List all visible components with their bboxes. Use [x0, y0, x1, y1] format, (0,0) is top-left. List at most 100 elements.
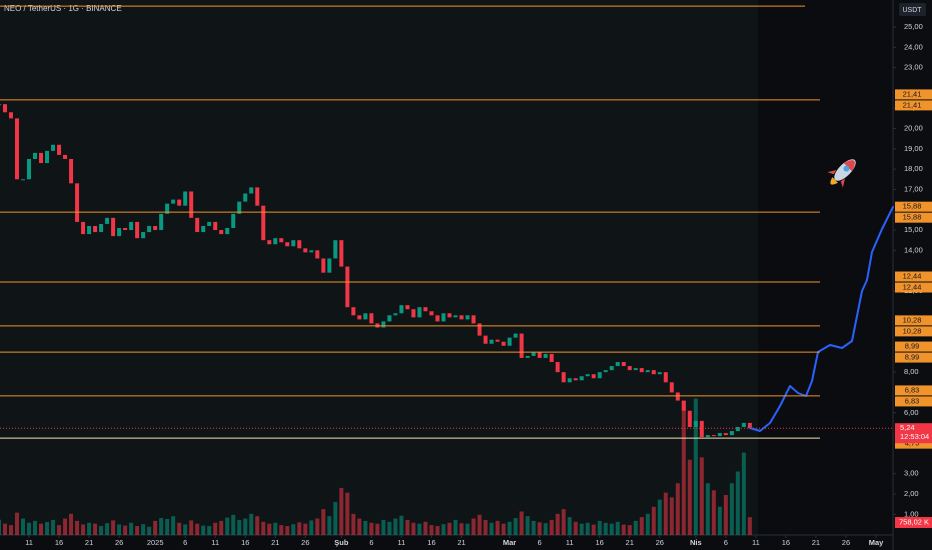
candle [741, 422, 746, 427]
candle [675, 392, 680, 401]
volume-bar [93, 523, 98, 535]
volume-bar [351, 513, 356, 535]
candle [135, 221, 140, 239]
level-label-box [895, 438, 932, 449]
volume-last-label: 758,02 K [899, 517, 929, 526]
volume-bar [207, 526, 212, 535]
x-tick-label: May [869, 538, 884, 547]
y-tick-label: 20,00 [904, 124, 923, 133]
volume-bar [153, 520, 158, 535]
candle [531, 351, 536, 356]
volume-bar [291, 524, 296, 535]
candle [609, 366, 614, 371]
level-label: 6,83 [905, 385, 920, 394]
candle [489, 339, 494, 344]
volume-bar [429, 525, 434, 535]
candle [14, 118, 19, 180]
level-label: 6,83 [905, 396, 920, 405]
volume-bar [237, 519, 242, 535]
x-tick-label: Nis [690, 538, 702, 547]
candle [477, 323, 482, 336]
volume-bar [591, 524, 596, 535]
candle [723, 433, 728, 436]
volume-bar [477, 514, 482, 535]
x-tick-label: 6 [369, 538, 373, 547]
volume-bar [69, 513, 74, 535]
y-tick-label: 6,00 [904, 408, 919, 417]
history-area [0, 0, 758, 535]
candle [651, 370, 656, 375]
candle [381, 321, 386, 328]
volume-bar [111, 520, 116, 535]
volume-bar [231, 514, 236, 535]
volume-bar [735, 471, 740, 535]
candle [195, 217, 200, 233]
candle [495, 339, 500, 342]
y-tick-label: 1,00 [904, 509, 919, 518]
currency-button[interactable] [899, 3, 926, 16]
candle [159, 213, 164, 231]
candle [465, 315, 470, 320]
volume-bar [585, 522, 590, 535]
volume-bar [267, 523, 272, 535]
candle [411, 309, 416, 318]
y-tick-label: 24,00 [904, 42, 923, 51]
candle [327, 258, 332, 273]
volume-bar [729, 483, 734, 535]
candle [471, 315, 476, 324]
volume-bar [8, 525, 13, 535]
x-tick-label: 26 [301, 538, 309, 547]
level-label-box [895, 100, 932, 111]
x-tick-label: 16 [782, 538, 790, 547]
candle [183, 191, 188, 206]
volume-bar [2, 523, 7, 535]
volume-bar [177, 522, 182, 535]
volume-bar [663, 492, 668, 535]
candle [99, 223, 104, 233]
volume-bar [279, 525, 284, 535]
candle [399, 305, 404, 314]
candle [549, 353, 554, 363]
level-label: 8,99 [905, 353, 920, 362]
volume-bar [327, 516, 332, 535]
candle [273, 238, 278, 245]
volume-bar [357, 518, 362, 535]
candle [255, 187, 260, 206]
volume-bar [159, 518, 164, 535]
volume-bar [387, 521, 392, 535]
volume-bar [507, 521, 512, 535]
volume-bar [423, 521, 428, 535]
candle [507, 337, 512, 346]
volume-bar [105, 523, 110, 535]
candle [123, 228, 128, 231]
volume-bar [81, 524, 86, 535]
volume-bar [609, 523, 614, 535]
candle [525, 355, 530, 358]
level-label: 8,99 [905, 342, 920, 351]
volume-bar [273, 522, 278, 535]
candle [93, 225, 98, 233]
candle [2, 104, 7, 113]
volume-bar [87, 522, 92, 535]
y-tick-label: 18,00 [904, 164, 923, 173]
candle [693, 420, 698, 427]
candle [177, 199, 182, 206]
volume-bar [393, 518, 398, 535]
candle [573, 378, 578, 381]
candle [291, 240, 296, 247]
x-tick-label: 6 [538, 538, 542, 547]
candle [243, 193, 248, 202]
candle [627, 366, 632, 371]
level-label: 12,44 [903, 272, 922, 281]
volume-bar [471, 518, 476, 535]
volume-bar [681, 400, 686, 535]
candle [441, 313, 446, 322]
candle [663, 372, 668, 383]
volume-bar [375, 523, 380, 535]
candle [429, 311, 434, 316]
currency-label[interactable]: USDT [902, 7, 922, 14]
volume-bar [243, 518, 248, 535]
candle [447, 313, 452, 318]
candle [681, 400, 686, 411]
